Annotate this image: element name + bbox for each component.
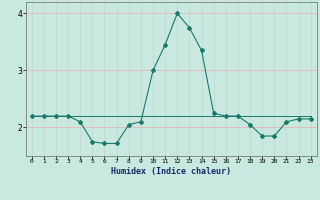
X-axis label: Humidex (Indice chaleur): Humidex (Indice chaleur) [111,167,231,176]
